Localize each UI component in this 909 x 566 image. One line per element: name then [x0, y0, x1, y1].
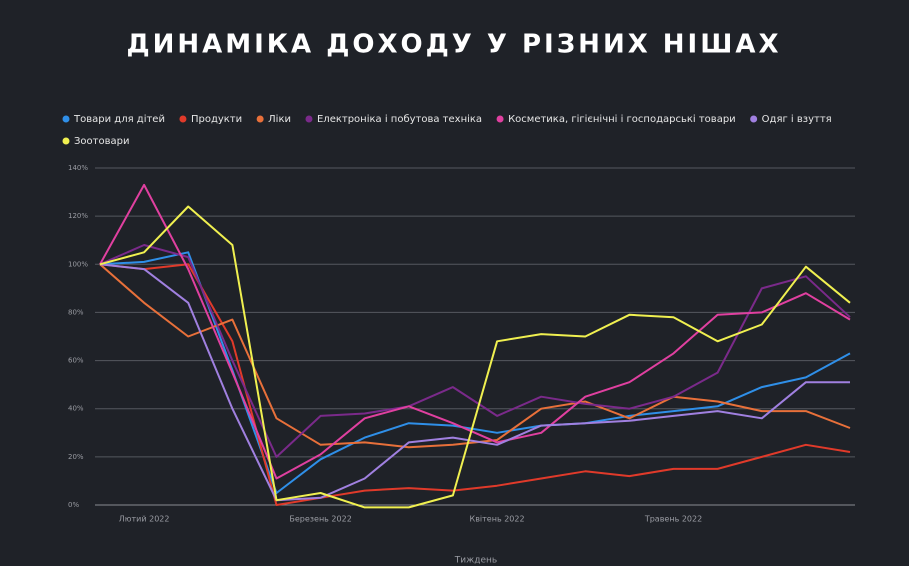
legend-label: Ліки: [268, 113, 291, 125]
legend-marker: [179, 115, 187, 123]
legend-marker: [496, 115, 504, 123]
x-axis-label: Тиждень: [454, 556, 497, 566]
legend-marker: [305, 115, 313, 123]
y-tick-label: 40%: [68, 405, 84, 413]
series-line: [99, 263, 850, 502]
series-line: [99, 263, 851, 449]
legend-marker: [62, 115, 70, 123]
series-line: [99, 244, 851, 458]
legend-label: Одяг і взуття: [762, 113, 832, 125]
legend-label: Косметика, гігієнічні і господарські тов…: [508, 113, 736, 125]
x-tick-label: Травень 2022: [644, 515, 702, 524]
x-tick-label: Лютий 2022: [119, 515, 170, 524]
series-line: [99, 205, 851, 509]
legend-marker: [62, 137, 70, 145]
y-tick-label: 20%: [68, 453, 84, 461]
y-tick-label: 100%: [68, 260, 88, 268]
series-line: [99, 183, 851, 480]
y-tick-label: 140%: [68, 164, 88, 172]
series-line: [99, 263, 851, 506]
legend-label: Товари для дітей: [73, 113, 165, 125]
x-tick-label: Квітень 2022: [470, 515, 525, 524]
legend-marker: [256, 115, 264, 123]
y-tick-label: 120%: [68, 212, 88, 220]
y-tick-label: 60%: [68, 357, 84, 365]
x-tick-label: Березень 2022: [289, 515, 351, 524]
legend-label: Зоотовари: [74, 136, 129, 147]
chart-title: ДИНАМІКА ДОХОДУ У РІЗНИХ НІШАХ: [126, 30, 781, 60]
y-tick-label: 80%: [68, 308, 84, 316]
y-tick-label: 0%: [68, 501, 79, 509]
legend-marker: [750, 115, 758, 123]
legend-label: Продукти: [191, 114, 242, 125]
legend-label: Електроніка і побутова техніка: [317, 113, 482, 125]
